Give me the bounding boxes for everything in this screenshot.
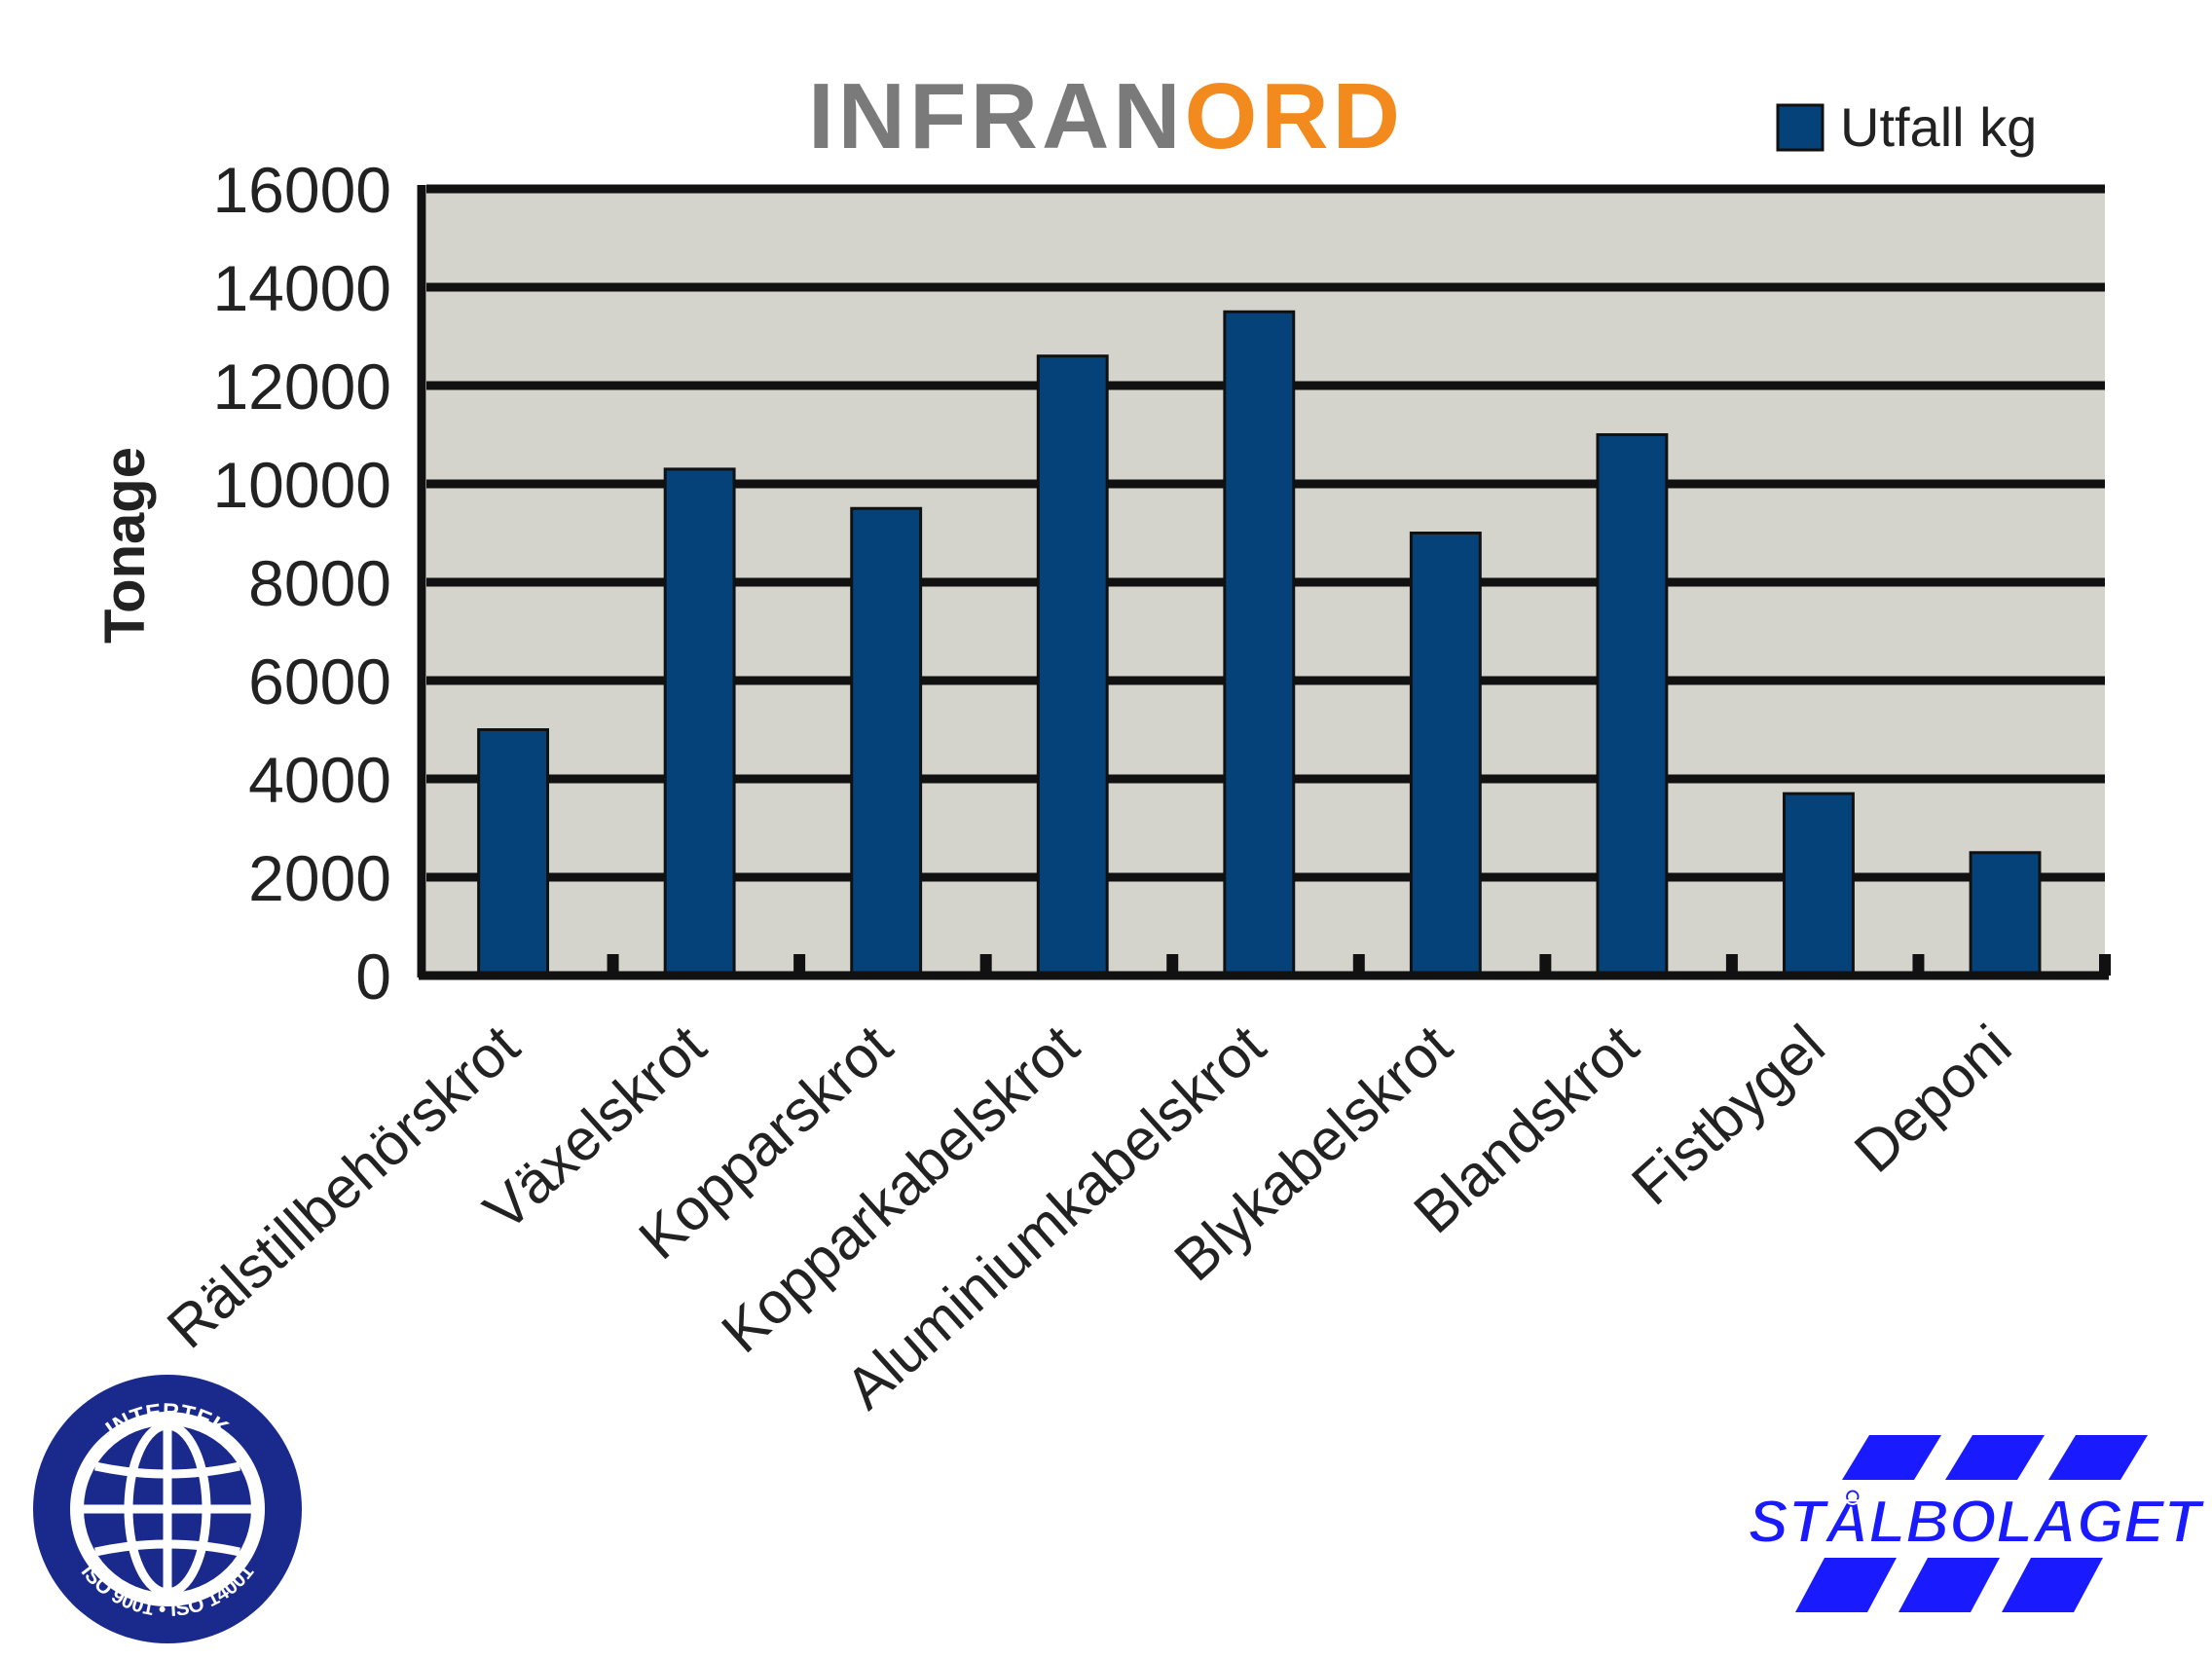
intertek-logo: INTERTEK ISO 9001 • ISO 14001	[33, 1375, 302, 1643]
x-tick-mark	[1166, 954, 1179, 976]
y-axis-title: Tonage	[93, 447, 157, 644]
bar	[1783, 792, 1855, 977]
bar	[1409, 532, 1482, 977]
x-tick-mark	[607, 954, 619, 976]
y-tick-label: 14000	[212, 252, 391, 324]
y-tick-label: 10000	[212, 449, 391, 521]
brand-part-infra: INFRAN	[808, 64, 1185, 168]
bar	[663, 467, 736, 977]
bar	[1969, 851, 2042, 977]
bar	[1036, 354, 1109, 977]
x-axis-labels: RälstillbehörskrotVäxelskrotKopparskrotK…	[155, 1013, 2023, 1421]
y-tick-label: 0	[355, 940, 391, 1013]
x-tick-mark	[1539, 954, 1552, 976]
bar	[1596, 433, 1669, 977]
x-tick-mark	[1352, 954, 1365, 976]
legend-label: Utfall kg	[1840, 96, 2037, 158]
y-tick-label: 4000	[248, 744, 391, 816]
y-tick-label: 2000	[248, 842, 391, 914]
y-axis-ticks: 0 2000 4000 6000 8000 10000 12000 14000 16000	[212, 154, 391, 1013]
bar	[1223, 310, 1296, 977]
x-tick-mark	[1912, 954, 1925, 976]
stalbolaget-text: STÅLBOLAGET	[1749, 1489, 2206, 1556]
bar	[477, 728, 550, 977]
y-tick-label: 8000	[248, 547, 391, 619]
brand-part-o: O	[1185, 64, 1262, 168]
x-tick-label: Deponi	[1842, 1013, 2023, 1185]
brand-part-rd: RD	[1261, 64, 1404, 168]
y-tick-label: 12000	[212, 350, 391, 423]
legend-swatch	[1776, 103, 1825, 152]
bars	[477, 310, 2042, 977]
x-tick-label: Rälstillbehörskrot	[155, 1013, 532, 1361]
brand-title: INFRANORD	[808, 64, 1404, 168]
x-tick-mark	[979, 954, 992, 976]
y-tick-label: 16000	[212, 154, 391, 226]
x-tick-mark	[1725, 954, 1738, 976]
x-axis-tick-marks	[607, 954, 2111, 976]
x-tick-mark	[793, 954, 806, 976]
bar	[850, 506, 923, 977]
legend: Utfall kg	[1776, 96, 2037, 158]
y-tick-label: 6000	[248, 645, 391, 718]
x-tick-mark	[2099, 954, 2111, 976]
stalbolaget-logo: STÅLBOLAGET	[1748, 1435, 2207, 1612]
x-tick-label: Fistbygel	[1619, 1013, 1836, 1217]
